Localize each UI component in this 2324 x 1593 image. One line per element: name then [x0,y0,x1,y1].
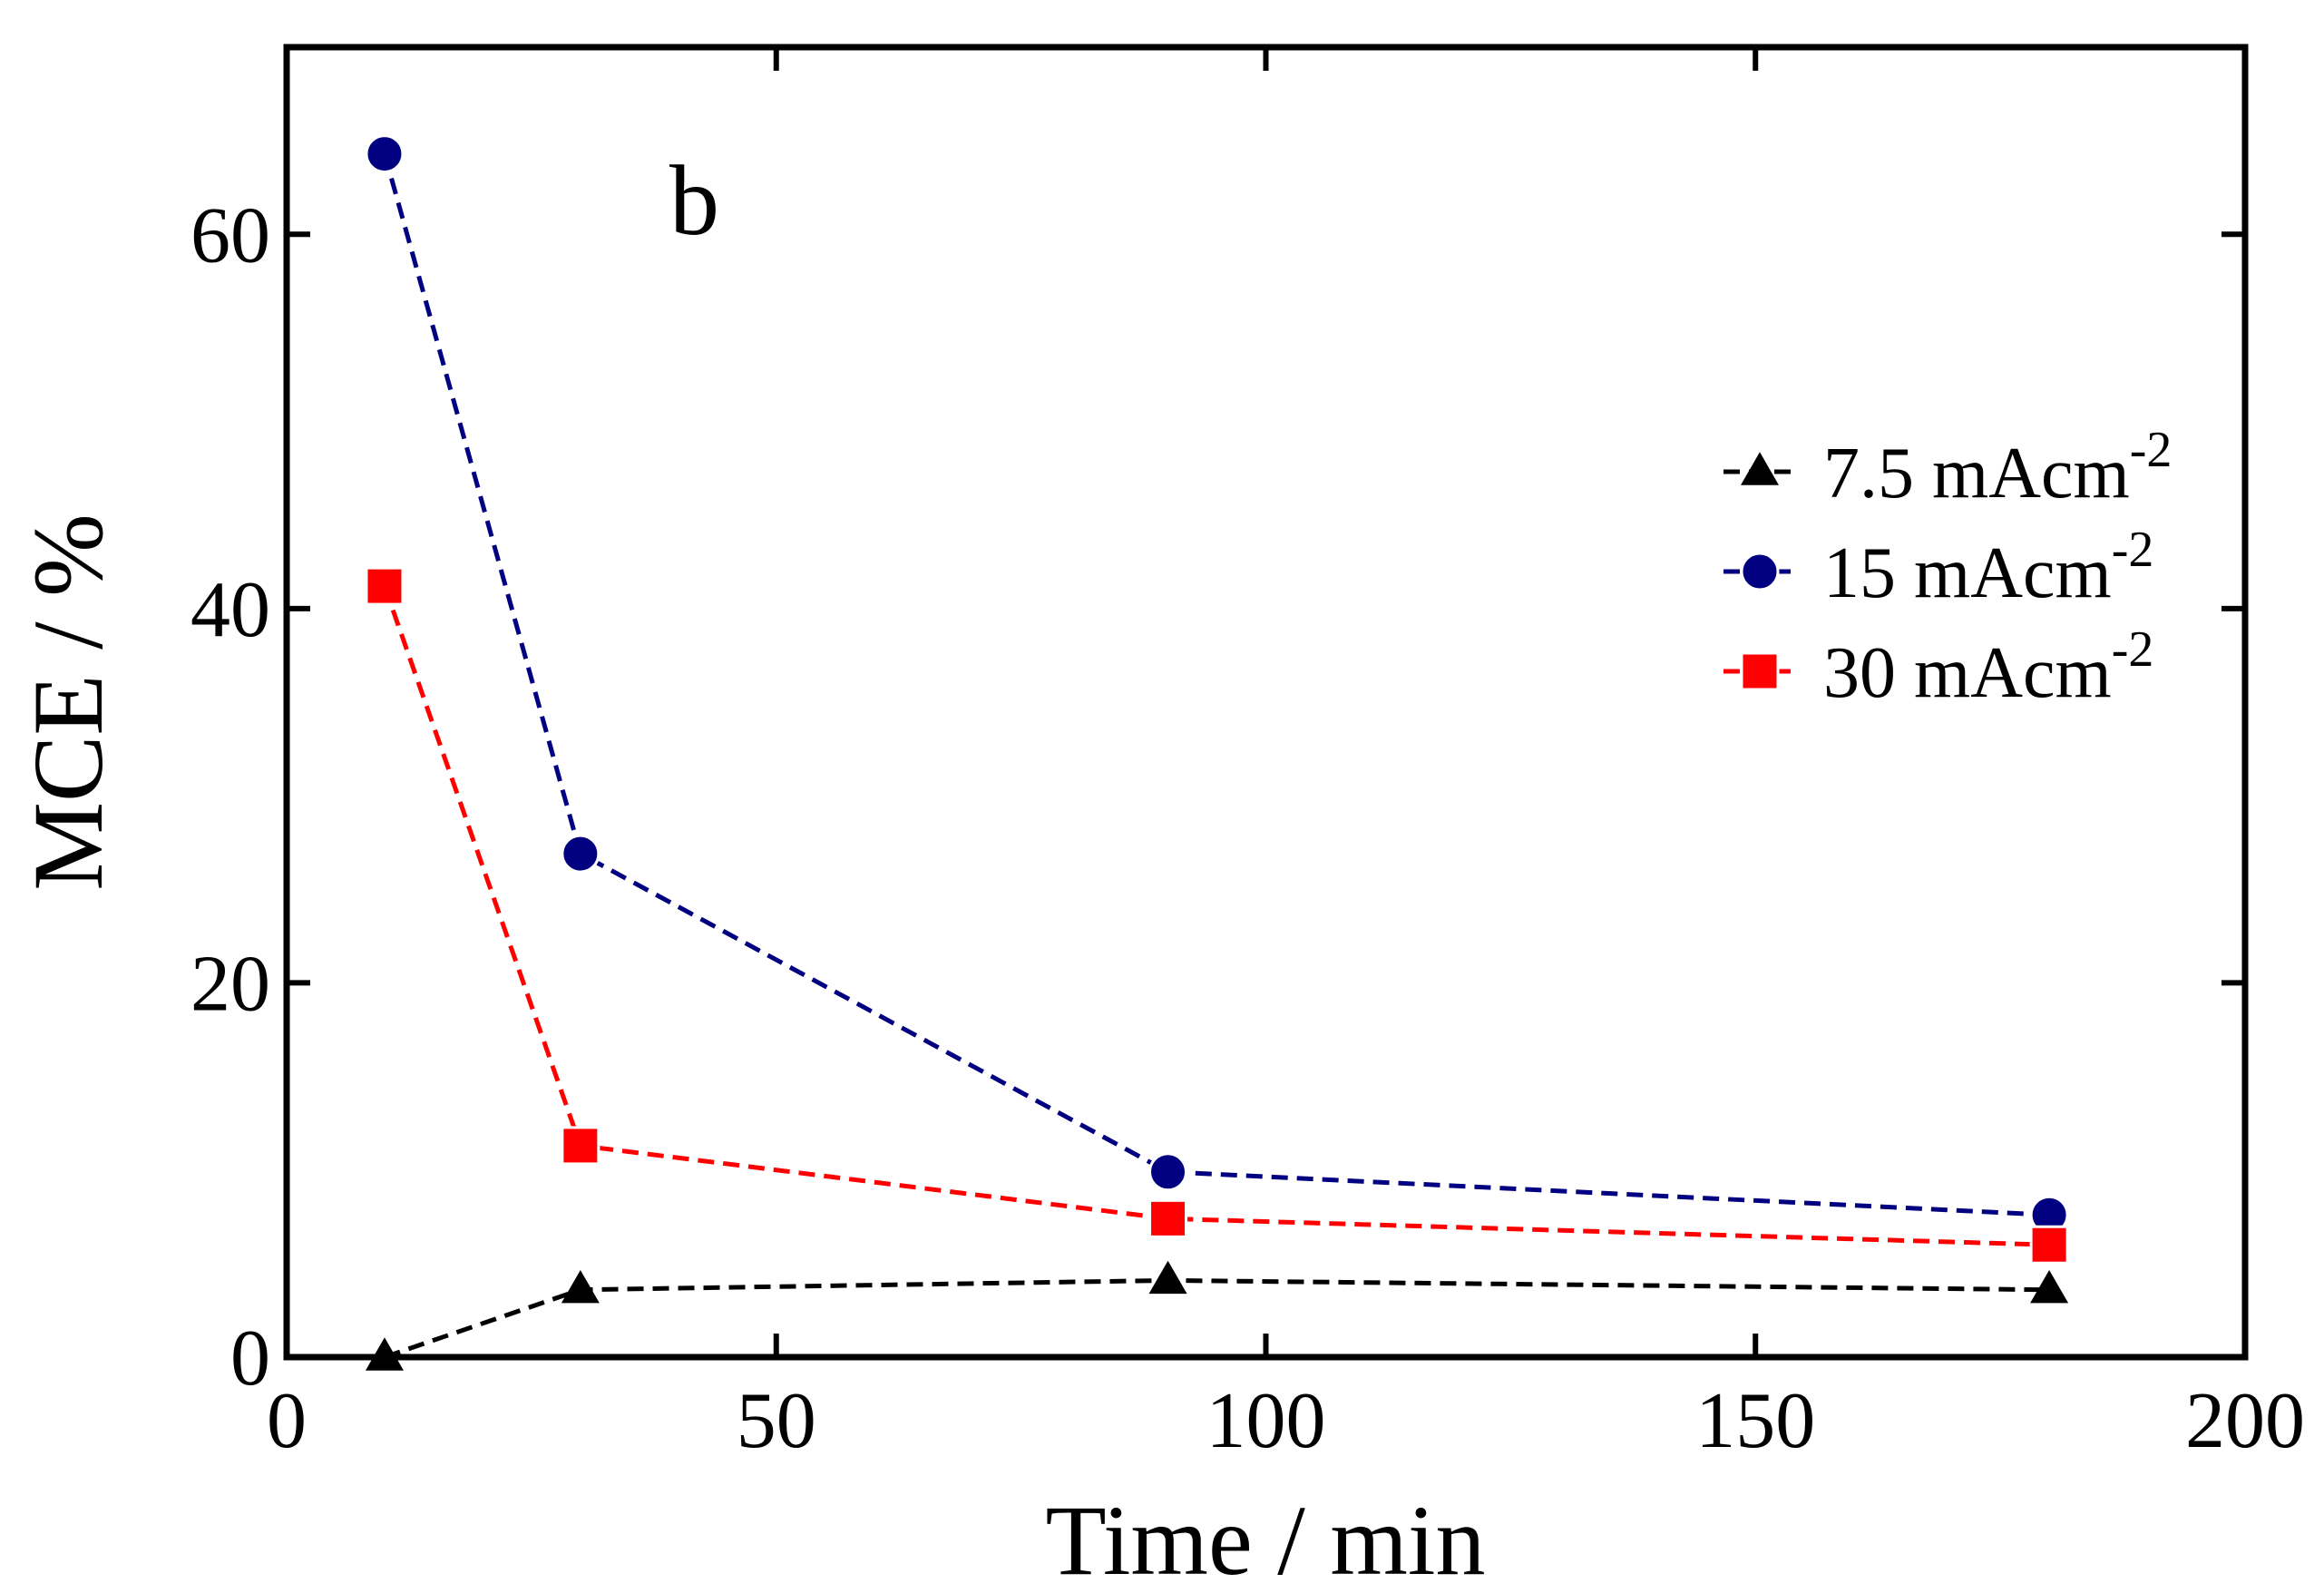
data-point [1148,1198,1188,1238]
series-lines [382,152,2050,1360]
legend-label-superscript: -2 [2112,621,2154,678]
data-point [1148,1260,1187,1295]
series-line [384,1277,2050,1360]
legend-label: 30 mAcm-2 [1823,621,2153,713]
legend-marker [1740,552,1780,591]
data-point [365,566,405,606]
data-point [2029,1225,2069,1265]
legend-marker [1740,651,1780,691]
legend-label-superscript: -2 [2130,422,2173,478]
data-point [365,1337,404,1371]
series-line [382,152,2050,1217]
panel-label: b [669,145,719,256]
data-point [561,1126,601,1166]
data-point [561,834,601,874]
y-tick-label: 20 [190,940,270,1028]
legend: 7.5 mAcm-215 mAcm-230 mAcm-2 [1723,422,2172,713]
x-tick-label: 200 [2185,1377,2305,1465]
legend-label: 7.5 mAcm-2 [1823,422,2172,513]
legend-label-superscript: -2 [2112,522,2154,578]
legend-marker [1741,452,1779,485]
y-tick-label: 60 [190,191,270,279]
ticks: 0 50 100 150 200 0 20 40 60 [190,47,2305,1465]
legend-label: 15 mAcm-2 [1823,522,2153,613]
x-tick-label: 50 [737,1377,816,1465]
series-markers [365,134,2069,1371]
x-tick-label: 100 [1206,1377,1326,1465]
series-line [382,585,2050,1247]
data-point [365,134,405,174]
y-axis-title: MCE / % [13,513,123,891]
y-tick-label: 0 [230,1314,270,1402]
y-tick-label: 40 [190,566,270,654]
data-point [2030,1270,2069,1304]
data-point [561,1270,600,1304]
x-axis-title: Time / min [1046,1485,1486,1593]
x-tick-label: 150 [1695,1377,1815,1465]
data-point [1148,1152,1188,1192]
x-tick-label: 0 [267,1377,307,1465]
